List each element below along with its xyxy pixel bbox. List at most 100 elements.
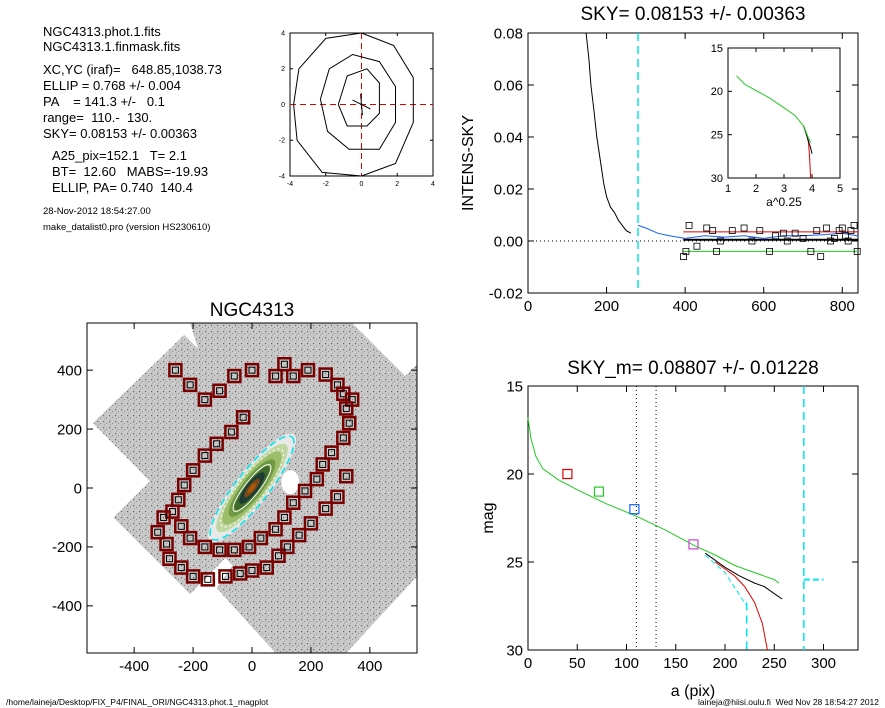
mag-square-marker [593,486,605,497]
sky-box-marker [280,539,295,555]
sky-square-marker [799,234,807,242]
sky-box-marker [224,424,239,440]
inset-x-tick-label: 2 [753,183,759,195]
mosaic-tile [216,364,417,653]
sky-box-marker [268,368,283,384]
sky-box-inner [216,546,224,554]
mag-square-marker [688,539,699,550]
sky-box-marker [341,415,357,431]
sky-box-inner [248,366,256,374]
sky-box-inner [272,525,280,533]
sky-square-marker [709,227,717,235]
sky-y-tick-label: 0.06 [494,77,523,94]
sky-box-marker [182,530,198,546]
mag-black-profile-line [705,552,783,600]
sky-blue-profile-line [637,224,858,239]
sky-box-marker [218,569,233,584]
sky-box-inner [180,481,188,489]
inset-x-tick-label: 3 [781,183,787,195]
sky-box-marker [150,524,165,540]
contour-x-tick-label: -4 [287,181,293,188]
sky-box-inner [307,519,315,527]
mag-x-tick-label: 200 [712,655,737,672]
sky-box-inner [201,543,209,551]
sky-box-inner [280,360,288,368]
image-x-tick-label: 200 [298,658,323,675]
contour-line-1 [293,32,414,177]
sky-box-inner [236,569,244,577]
sky-box-inner [257,534,265,542]
sky-box-marker [315,457,330,472]
sky-box-marker [253,530,269,546]
sky-square-marker [791,229,799,237]
mag-square-marker [629,504,640,515]
sky-box-inner [177,564,185,572]
sky-box-marker [156,510,171,525]
sky-box-marker [244,362,260,378]
image-x-tick-label: 0 [248,658,256,675]
info-line-3: XC,YC (iraf)= 648.85,1038.73 [43,62,222,77]
sky-box-marker [339,468,354,484]
sky-box-marker [286,368,301,384]
sky-box-marker [171,492,186,508]
inset-x-tick-label: 5 [837,183,843,195]
info-line-1: NGC4313.phot.1.fits [43,24,161,39]
sky-square-marker [748,237,756,245]
sky-square-marker [703,224,711,232]
mag-y-tick-label: 20 [506,466,523,483]
image-y-tick-label: 0 [74,480,82,497]
sky-box-marker [268,522,283,537]
sky-box-inner [263,564,271,572]
contour-x-tick-label: 2 [395,181,399,188]
mag-red-profile-line [714,561,768,651]
sky-box-inner [189,572,197,580]
magnitude-profile-plot: 0 50 100 150 200 250 300 15 20 25 30 SKY_m= 0.08807… [480,358,859,700]
sky-box-marker [291,527,307,543]
sky-square-marker [813,227,821,235]
sky-box-inner [295,531,303,539]
mag-title: SKY_m= 0.08807 +/- 0.01228 [567,358,818,379]
masked-star [281,470,300,495]
sky-box-inner [280,513,288,521]
sky-box-inner [201,396,209,404]
sky-square-marker [717,237,724,245]
sky-box-inner [313,475,321,483]
sky-profile-line [585,32,632,234]
mag-y-tick-label: 30 [506,642,523,659]
contour-x-tick-label: 4 [431,181,435,188]
mag-square-marker [562,468,573,480]
sky-x-tick-label: 200 [594,298,619,315]
sky-square-marker [682,247,690,255]
sky-x-tick-label: 600 [751,298,776,315]
sky-box-inner [221,572,229,580]
sky-box-inner [339,434,347,442]
sky-box-inner [239,413,247,421]
sky-square-marker [783,237,791,245]
contour-x-tick-label: -2 [323,181,329,188]
sky-box-inner [333,493,341,501]
sky-box-inner [301,487,309,495]
sky-box-inner [322,505,330,513]
sky-box-inner [174,496,182,504]
sky-square-marker [853,247,861,255]
inset-background [728,48,840,178]
sky-square-marker [766,247,774,255]
sky-box-inner [204,575,212,583]
mag-x-tick-label: 150 [663,655,688,672]
sky-box-marker [212,542,227,558]
sky-box-inner [186,534,194,542]
sky-square-marker [756,227,764,235]
sky-box-marker [300,362,316,378]
sky-box-marker [174,519,189,534]
inset-x-tick-label: 4 [809,183,815,195]
sky-square-marker [772,232,779,240]
mag-green-profile-line [527,417,780,584]
contour-line-2 [319,53,396,150]
sky-x-tick-label: 800 [830,298,855,315]
sky-plot: 0 200 400 600 800 -0.02 0.00 0.02 0.04 0.06 0.08 SK… [460,4,861,315]
mag-y-tick-label: 15 [506,378,523,395]
sky-box-marker [162,551,177,566]
sky-box-marker [259,560,274,575]
sky-box-marker [185,463,201,478]
